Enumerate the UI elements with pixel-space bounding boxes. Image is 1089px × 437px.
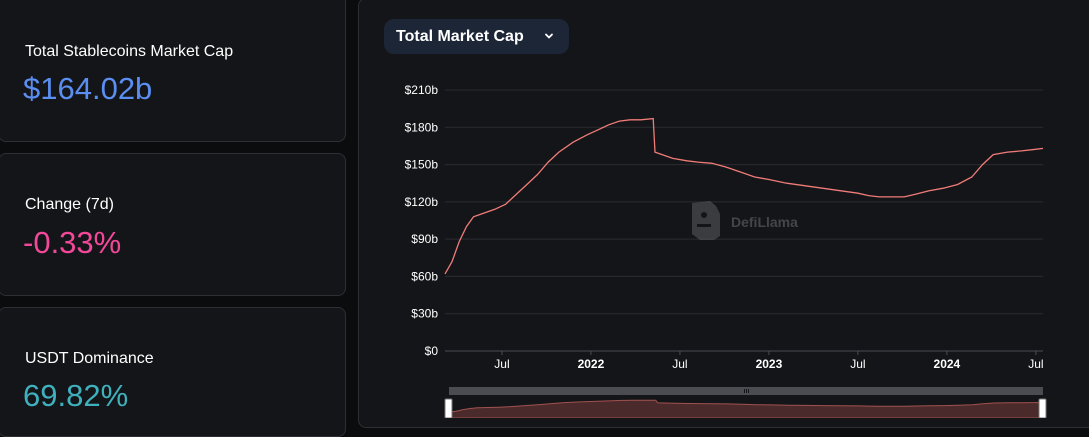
stat-card-total-mcap: Total Stablecoins Market Cap $164.02b: [0, 0, 346, 142]
y-tick-label: $60b: [411, 269, 438, 283]
x-tick-label: Jul: [672, 357, 687, 371]
brush-preview-area: [448, 399, 1044, 418]
stat-value: $164.02b: [23, 71, 153, 106]
y-tick-label: $150b: [405, 158, 439, 172]
stat-card-change-7d: Change (7d) -0.33%: [0, 153, 346, 296]
defillama-watermark: DefiLlama: [692, 201, 798, 240]
y-tick-label: $0: [425, 344, 439, 358]
range-brush[interactable]: [444, 387, 1047, 418]
market-cap-chart: $0 $30b $60b $90b $120b $150b $180b $210b Jul 20…: [405, 83, 1047, 418]
watermark-text: DefiLlama: [731, 214, 798, 230]
stat-label: Total Stablecoins Market Cap: [25, 43, 234, 60]
chart-gridlines: [445, 89, 1043, 315]
chevron-down-icon: [545, 33, 553, 39]
stat-card-usdt-dominance: USDT Dominance 69.82%: [0, 307, 346, 437]
y-tick-label: $30b: [411, 307, 438, 321]
y-axis-ticks: $0 $30b $60b $90b $120b $150b $180b $210b: [405, 83, 439, 358]
x-tick-label: 2023: [756, 357, 783, 371]
brush-handle-left[interactable]: [444, 398, 453, 418]
stat-value: 69.82%: [23, 378, 129, 413]
metric-select[interactable]: Total Market Cap: [384, 19, 569, 54]
y-tick-label: $210b: [405, 83, 439, 97]
metric-select-label: Total Market Cap: [396, 28, 524, 45]
y-tick-label: $90b: [411, 232, 438, 246]
series-line-total-mcap: [444, 117, 1044, 275]
x-tick-label: 2022: [578, 357, 605, 371]
brush-handle-right[interactable]: [1038, 398, 1047, 418]
stat-value: -0.33%: [23, 225, 122, 260]
x-tick-label: 2024: [934, 357, 961, 371]
stat-label: USDT Dominance: [25, 350, 154, 367]
y-tick-label: $120b: [405, 195, 439, 209]
x-tick-label: Jul: [494, 357, 509, 371]
stat-label: Change (7d): [25, 196, 114, 213]
llama-logo-icon: [692, 201, 720, 240]
y-tick-label: $180b: [405, 120, 439, 134]
x-tick-label: Jul: [850, 357, 865, 371]
x-axis-ticks: Jul 2022 Jul 2023 Jul 2024 Jul: [494, 351, 1044, 371]
brush-grip-icon[interactable]: [744, 389, 749, 393]
x-tick-label: Jul: [1028, 357, 1043, 371]
